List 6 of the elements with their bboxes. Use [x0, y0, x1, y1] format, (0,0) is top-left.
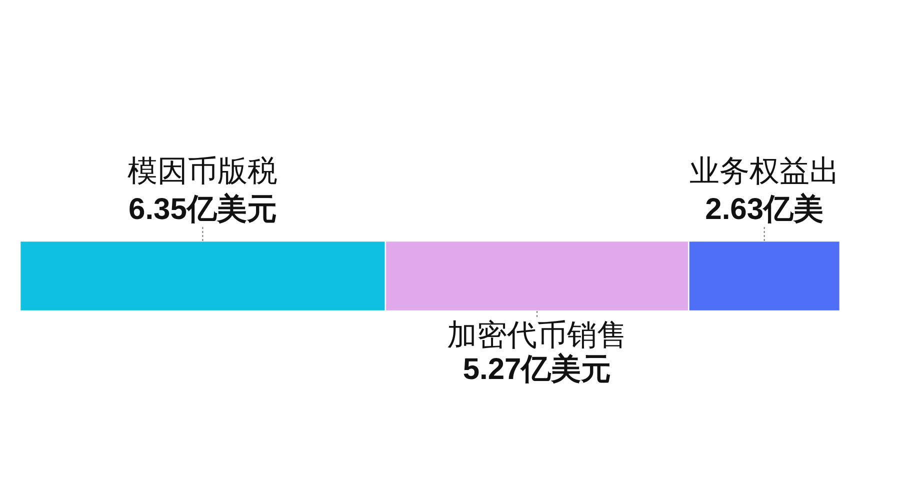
series-label: 业务权益出 — [689, 155, 840, 188]
data-label: 2.63亿美 — [705, 192, 824, 226]
series-label: 模因币版税 — [128, 155, 278, 188]
data-label: 5.27亿美元 — [462, 352, 612, 386]
data-label: 6.35亿美元 — [128, 192, 277, 226]
series-label: 加密代币销售 — [447, 319, 628, 352]
